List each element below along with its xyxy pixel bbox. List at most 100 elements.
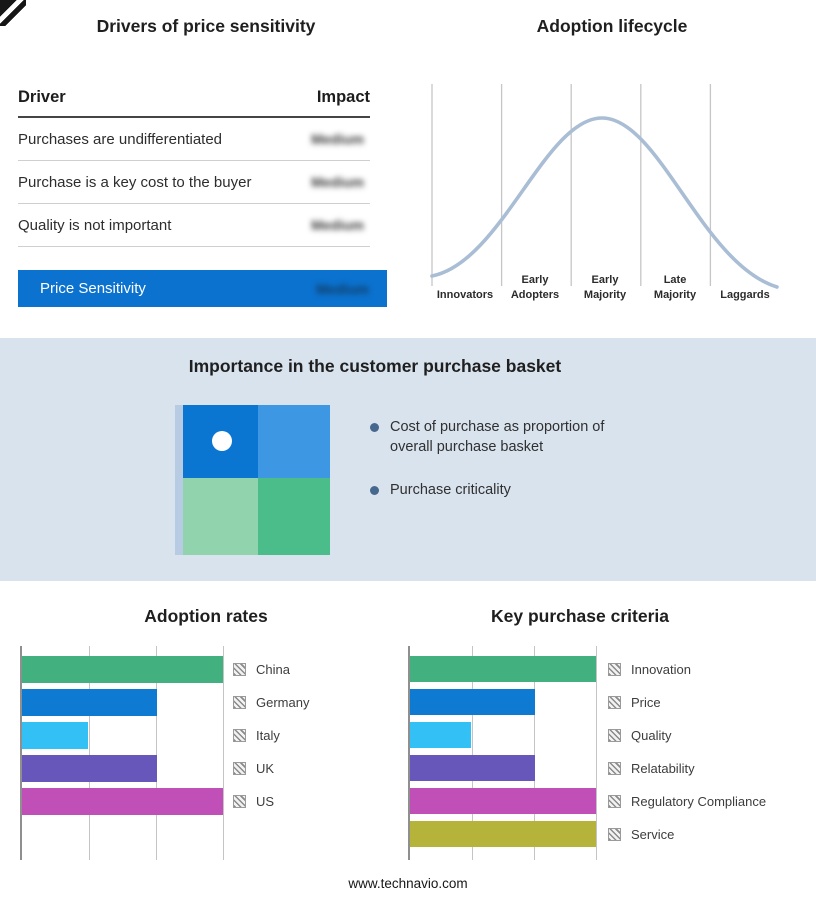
legend-label-innovation: Innovation [631,661,691,677]
bullet-text: Purchase criticality [390,482,511,499]
adoption-rates-chart [20,646,224,860]
legend-item-price: Price [608,689,661,715]
chart-gridline [89,646,90,860]
bullet-text: Cost of purchase as proportion of overal… [390,419,605,455]
legend-label-china: China [256,662,290,677]
bar-germany [22,689,157,716]
bar-relatability [410,755,535,781]
basket-title: Importance in the customer purchase bask… [188,356,562,376]
adoption-rates-legend: China Germany Italy UK US [233,646,403,860]
footer-url: www.technavio.com [348,876,468,891]
legend-hatch-icon [233,762,246,775]
legend-label-us: US [256,794,275,809]
legend-item-uk: UK [233,755,274,782]
bar-uk [22,755,157,782]
legend-label-germany: Germany [256,695,310,710]
legend-hatch-icon [233,729,246,742]
quadrant-bottom-left [183,478,258,555]
impact-value: Medium [311,217,364,233]
lifecycle-curve-svg [430,84,779,289]
driver-label: Purchases are undifferentiated [18,130,223,148]
legend-hatch-icon [608,794,621,808]
driver-row: Quality is not important Medium [18,204,370,247]
legend-item-germany: Germany [233,689,309,716]
legend-label-relatability: Relatability [631,760,695,776]
legend-item-regulatory-compliance: Regulatory Compliance [608,788,766,814]
adoption-curve [430,116,779,289]
legend-item-relatability: Relatability [608,755,695,781]
bar-quality [410,722,472,748]
basket-bullet: Cost of purchase as proportion of overal… [370,418,642,457]
legend-hatch-icon [608,662,621,676]
bar-service [410,821,596,847]
basket-band [0,338,816,581]
chart-gridline [223,646,224,860]
legend-label-service: Service [631,826,675,842]
driver-label: Quality is not important [18,216,172,234]
adoption-rates-title: Adoption rates [144,606,268,626]
bar-regulatory-compliance [410,788,596,814]
price-sensitivity-label: Price Sensitivity [40,280,146,297]
legend-hatch-icon [608,827,621,841]
quadrant-top-right [258,405,330,478]
legend-hatch-icon [233,663,246,676]
legend-item-service: Service [608,821,674,847]
purchase-criteria-chart [408,646,597,860]
drivers-table: Driver Impact Purchases are undifferenti… [18,88,370,247]
legend-hatch-icon [608,695,621,709]
bar-innovation [410,656,596,682]
lifecycle-chart [430,84,780,290]
lifecycle-stage-labels: Innovators Early Adopters Early Majority Late… [430,270,780,302]
quadrant-top-left [183,405,258,478]
driver-column-header: Driver [18,88,66,106]
legend-item-innovation: Innovation [608,656,691,682]
legend-hatch-icon [233,696,246,709]
drivers-table-header: Driver Impact [18,88,370,118]
purchase-basket-matrix [183,405,330,555]
bar-china [22,656,223,683]
lifecycle-title: Adoption lifecycle [536,16,688,36]
drivers-title: Drivers of price sensitivity [96,16,316,36]
lifecycle-stage-laggards: Laggards [720,288,770,301]
position-marker-dot [212,431,232,451]
impact-value: Medium [311,131,364,147]
driver-row: Purchase is a key cost to the buyer Mediu… [18,161,370,204]
chart-gridline [534,646,535,860]
legend-label-italy: Italy [256,728,280,743]
bullet-icon [370,423,379,432]
legend-label-regulatory-compliance: Regulatory Compliance [631,793,767,809]
quadrant-bottom-right [258,478,330,555]
driver-label: Purchase is a key cost to the buyer [18,173,252,191]
legend-item-us: US [233,788,274,815]
legend-item-italy: Italy [233,722,280,749]
drivers-table-body: Purchases are undifferentiated Medium Purc… [18,118,370,247]
chart-gridline [472,646,473,860]
legend-hatch-icon [233,795,246,808]
bar-italy [22,722,89,749]
legend-label-uk: UK [256,761,275,776]
legend-label-price: Price [631,694,661,710]
purchase-criteria-title: Key purchase criteria [490,606,669,626]
bullet-icon [370,486,379,496]
driver-row: Purchases are undifferentiated Medium [18,118,370,161]
legend-item-china: China [233,656,290,683]
bar-us [22,788,223,815]
chart-gridline [596,646,597,860]
basket-bullet-list: Cost of purchase as proportion of overal… [370,418,642,501]
corner-decoration-icon [0,0,26,26]
impact-value: Medium [311,174,364,190]
legend-hatch-icon [608,728,621,742]
lifecycle-stage-early-adopters: Early Adopters [510,274,560,301]
lifecycle-stage-early-majority: Early Majority [583,274,627,301]
basket-bullet: Purchase criticality [370,481,642,501]
impact-column-header: Impact [316,88,370,106]
price-sensitivity-row: Price Sensitivity Medium [18,270,387,307]
lifecycle-stage-innovators: Innovators [436,288,494,301]
legend-hatch-icon [608,761,621,775]
legend-label-quality: Quality [631,727,672,743]
bar-price [410,689,535,715]
chart-gridline [156,646,157,860]
purchase-criteria-legend: Innovation Price Quality Relatability Regula… [608,646,813,866]
lifecycle-stage-late-majority: Late Majority [653,274,697,301]
